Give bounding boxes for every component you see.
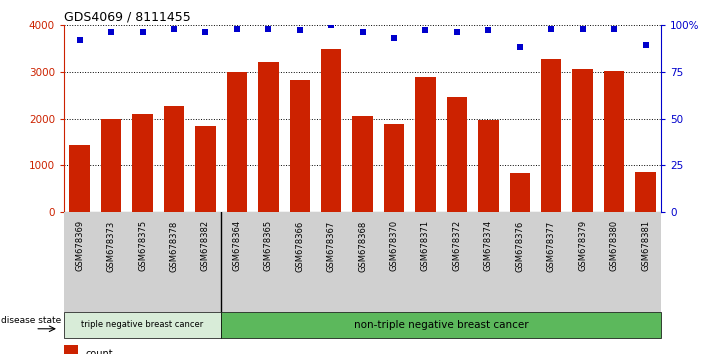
Point	[262, 26, 274, 32]
Point	[483, 28, 494, 33]
Text: count: count	[85, 349, 113, 354]
Text: GSM678370: GSM678370	[390, 220, 399, 272]
Point	[294, 28, 306, 33]
Text: disease state: disease state	[1, 316, 62, 325]
Bar	[70, 145, 90, 212]
Text: GSM678368: GSM678368	[358, 220, 367, 272]
Text: GSM678365: GSM678365	[264, 220, 273, 272]
Text: GSM678371: GSM678371	[421, 220, 430, 272]
Text: GSM678376: GSM678376	[515, 220, 524, 272]
Point	[105, 29, 117, 35]
Point	[200, 29, 211, 35]
Bar	[415, 77, 436, 212]
Bar	[321, 49, 341, 212]
Point	[169, 26, 180, 32]
Text: GSM678375: GSM678375	[138, 220, 147, 272]
Point	[545, 26, 557, 32]
Bar	[510, 173, 530, 212]
Bar	[258, 62, 279, 212]
Text: GSM678373: GSM678373	[107, 220, 116, 272]
Point	[137, 29, 149, 35]
Point	[451, 29, 463, 35]
Bar	[478, 120, 498, 212]
Bar	[353, 116, 373, 212]
Text: GSM678377: GSM678377	[547, 220, 556, 272]
Bar	[289, 80, 310, 212]
Point	[231, 26, 242, 32]
Bar	[64, 345, 78, 354]
Bar	[221, 312, 661, 338]
Text: GSM678366: GSM678366	[295, 220, 304, 272]
Point	[357, 29, 368, 35]
Point	[388, 35, 400, 41]
Bar	[447, 97, 467, 212]
Point	[326, 22, 337, 28]
Text: non-triple negative breast cancer: non-triple negative breast cancer	[354, 320, 528, 330]
Text: GDS4069 / 8111455: GDS4069 / 8111455	[64, 11, 191, 24]
Bar	[164, 107, 184, 212]
Point	[419, 28, 431, 33]
Bar	[64, 312, 221, 338]
Point	[609, 26, 620, 32]
Text: GSM678378: GSM678378	[169, 220, 178, 272]
Text: GSM678364: GSM678364	[232, 220, 241, 272]
Text: GSM678372: GSM678372	[452, 220, 461, 272]
Text: GSM678367: GSM678367	[326, 220, 336, 272]
Text: GSM678379: GSM678379	[578, 220, 587, 272]
Text: GSM678381: GSM678381	[641, 220, 650, 272]
Bar	[636, 172, 656, 212]
Bar	[227, 72, 247, 212]
Point	[577, 26, 588, 32]
Point	[640, 42, 651, 48]
Point	[514, 45, 525, 50]
Bar	[541, 58, 562, 212]
Bar	[196, 126, 215, 212]
Bar	[101, 119, 122, 212]
Text: triple negative breast cancer: triple negative breast cancer	[82, 320, 203, 329]
Point	[74, 37, 85, 42]
Text: GSM678369: GSM678369	[75, 220, 84, 272]
Bar	[572, 69, 593, 212]
Text: GSM678374: GSM678374	[484, 220, 493, 272]
Text: GSM678380: GSM678380	[609, 220, 619, 272]
Bar	[132, 114, 153, 212]
Bar	[384, 124, 405, 212]
Text: GSM678382: GSM678382	[201, 220, 210, 272]
Bar	[604, 71, 624, 212]
